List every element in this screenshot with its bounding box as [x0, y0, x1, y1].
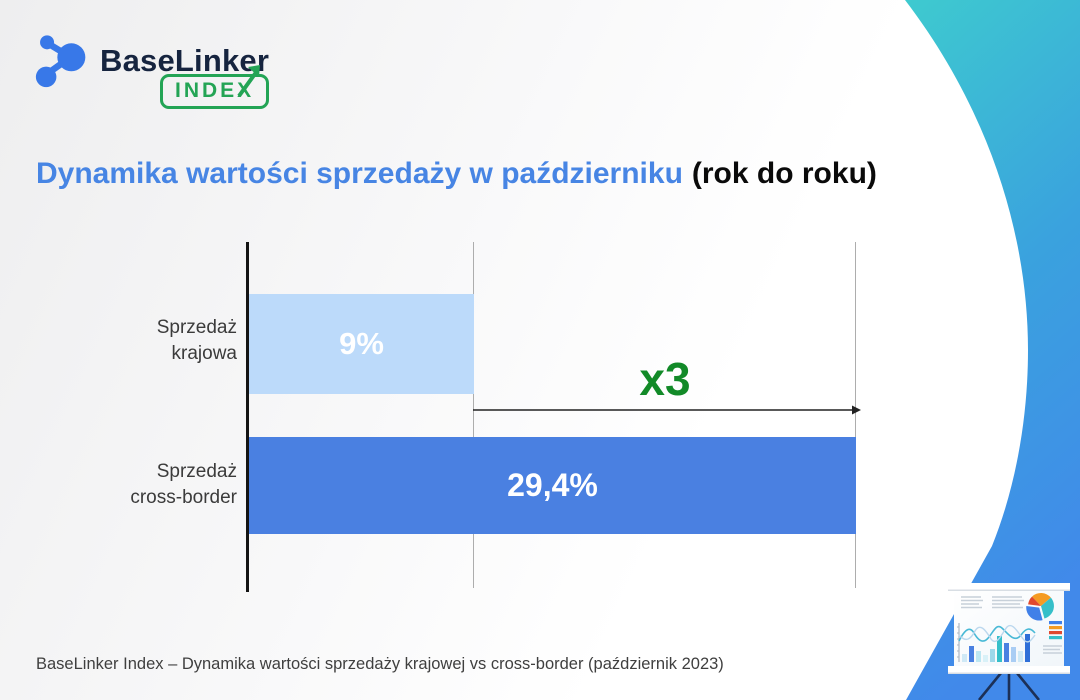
index-arrow-icon — [237, 65, 261, 98]
presentation-easel-illustration — [948, 583, 1070, 700]
page-title-suffix: (rok do roku) — [691, 157, 877, 190]
bar-value-krajowa: 9% — [339, 326, 384, 361]
footer-caption: BaseLinker Index – Dynamika wartości spr… — [36, 655, 724, 673]
category-label-krajowa: Sprzedaż krajowa — [156, 317, 237, 364]
index-badge: INDEX — [160, 65, 270, 109]
easel-bar-chart — [962, 634, 1030, 662]
easel-legs — [977, 672, 1041, 700]
easel-text-lines — [961, 596, 1062, 654]
bar-sprzedaz-cross-border: 29,4% — [249, 437, 856, 534]
page-title: Dynamika wartości sprzedaży w październi… — [36, 157, 877, 191]
brand-name: BaseLinker — [100, 43, 270, 78]
bar-value-cross-border: 29,4% — [507, 467, 598, 503]
gridline-left — [473, 242, 474, 588]
bar-sprzedaz-krajowa: 9% — [249, 294, 474, 394]
page-title-highlight: Dynamika wartości sprzedaży w październi… — [36, 157, 683, 190]
gridline-right — [855, 242, 856, 588]
easel-pie-chart — [1026, 593, 1054, 621]
multiplier-annotation: x3 — [639, 353, 691, 405]
baselinker-logo-icon — [35, 35, 86, 88]
easel-line-series — [958, 625, 1036, 642]
y-axis-line — [246, 242, 249, 592]
category-label-cross-border: Sprzedaż cross-border — [130, 461, 237, 508]
easel-legend — [1049, 621, 1062, 640]
baselinker-logo: BaseLinker INDEX — [34, 32, 294, 112]
easel-line-series-2 — [958, 624, 1036, 643]
multiplier-arrow-icon — [473, 405, 861, 415]
index-badge-label: INDEX — [175, 79, 255, 102]
